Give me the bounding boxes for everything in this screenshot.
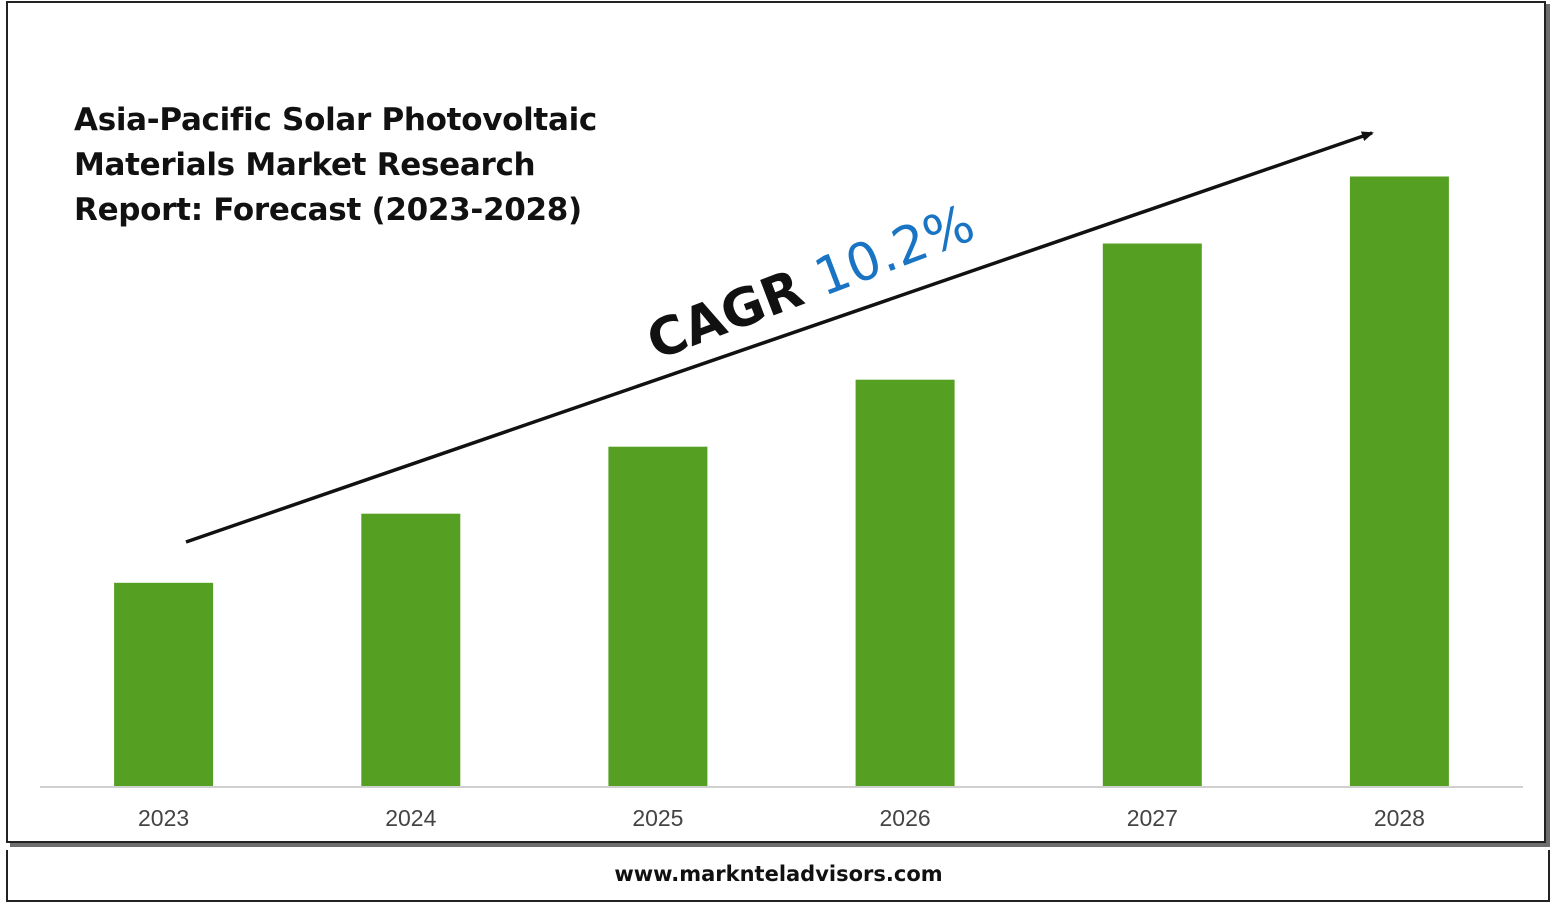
footer-website: www.marknteladvisors.com (614, 862, 943, 886)
title-line-2: Materials Market Research (74, 147, 536, 183)
title-line-3: Report: Forecast (2023-2028) (74, 192, 582, 228)
chart-frame (6, 1, 1546, 843)
title-line-1: Asia-Pacific Solar Photovoltaic (74, 102, 597, 138)
x-tick-2025: 2025 (632, 805, 683, 831)
bar-2028 (1349, 176, 1449, 786)
x-tick-2024: 2024 (385, 805, 436, 831)
bar-2023 (114, 582, 214, 786)
bar-2026 (855, 379, 955, 786)
x-tick-2027: 2027 (1127, 805, 1178, 831)
bar-2024 (361, 513, 461, 786)
x-tick-labels: 2023 2024 2025 2026 2027 2028 (138, 805, 1425, 831)
bar-2025 (608, 446, 708, 786)
chart-title: Asia-Pacific Solar Photovoltaic Material… (74, 98, 674, 233)
footer-box (6, 850, 1550, 902)
bars-group (114, 176, 1449, 786)
trend-arrow (185, 131, 1374, 544)
x-tick-2028: 2028 (1374, 805, 1425, 831)
x-tick-2026: 2026 (880, 805, 931, 831)
x-tick-2023: 2023 (138, 805, 189, 831)
bar-2027 (1102, 243, 1202, 786)
